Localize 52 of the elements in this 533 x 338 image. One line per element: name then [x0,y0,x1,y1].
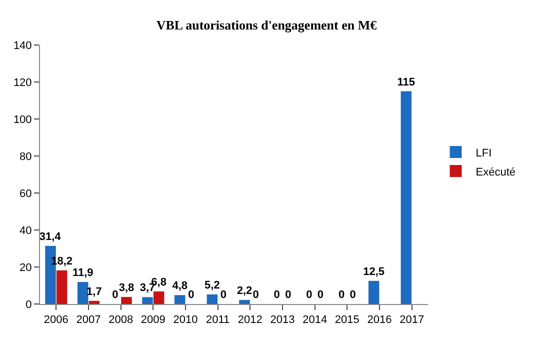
data-label: 0 [274,289,280,301]
data-label: 0 [306,289,312,301]
data-label: 0 [220,289,227,301]
data-label: 31,4 [39,230,62,243]
data-label: 11,9 [72,266,94,279]
x-tick-label: 2006 [44,314,68,326]
x-tick-label: 2011 [206,314,230,326]
data-label: 0 [252,289,259,301]
y-tick-label: 60 [20,188,32,200]
x-tick-label: 2009 [140,314,166,326]
y-tick-label: 40 [20,224,32,237]
data-label: 0 [317,289,324,301]
data-label: 5,2 [204,279,220,292]
bar [400,91,412,304]
bar [153,291,164,304]
x-tick-label: 2008 [108,314,134,326]
y-tick-label: 140 [13,40,32,52]
bar [142,297,153,304]
bar [56,270,68,304]
legend-label: LFI [476,147,492,160]
data-label: 0 [112,289,118,301]
y-tick-label: 0 [26,298,32,311]
data-label: 0 [350,289,356,301]
y-tick-label: 120 [13,76,32,89]
x-tick-label: 2016 [367,314,392,326]
legend-label: Exécuté [476,166,516,178]
y-tick-label: 80 [20,150,32,163]
bar [174,295,186,304]
bar [88,300,100,304]
data-label: 0 [188,289,194,301]
bar [121,296,132,304]
chart-title: VBL autorisations d'engagement en M€ [156,17,378,32]
x-tick-label: 2014 [302,314,328,326]
data-label: 12,5 [363,266,385,278]
data-label: 4,8 [172,280,188,292]
y-tick-label: 100 [13,114,32,126]
data-label: 115 [397,76,416,88]
data-label: 3,8 [118,282,134,294]
bar [206,294,218,304]
x-tick-label: 2015 [334,314,360,326]
bar [239,300,250,304]
bar [77,282,88,304]
x-tick-label: 2012 [238,314,262,326]
x-tick-label: 2013 [270,314,295,326]
data-label: 0 [338,289,345,301]
bar [368,280,380,304]
data-label: 2,2 [236,284,252,297]
y-tick-label: 20 [20,262,32,274]
x-tick-label: 2017 [400,314,424,326]
x-tick-label: 2010 [173,314,198,326]
x-tick-label: 2007 [76,314,101,326]
data-label: 0 [285,289,292,301]
